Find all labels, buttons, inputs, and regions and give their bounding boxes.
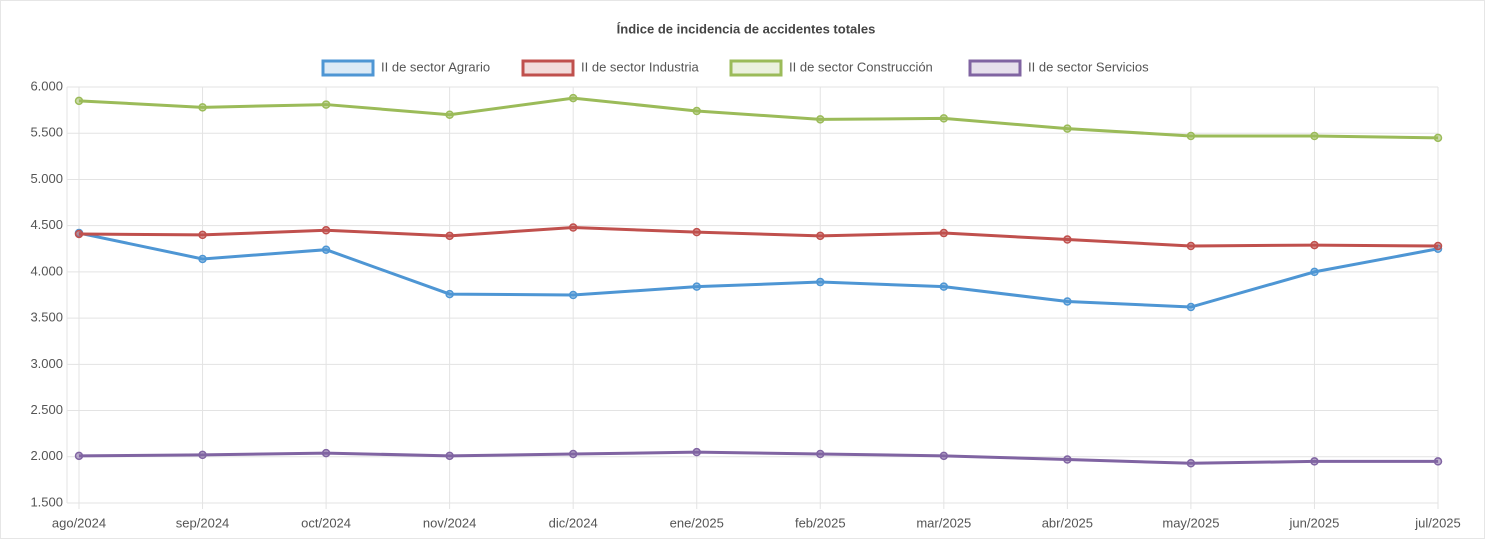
x-tick-label: feb/2025 [795,515,846,530]
legend-swatch [321,59,375,77]
data-point [939,228,949,238]
y-tick-label: 3.000 [30,356,63,371]
x-tick-label: oct/2024 [301,515,351,530]
y-tick-label: 4.000 [30,263,63,278]
x-tick-label: jun/2025 [1289,515,1340,530]
data-point [939,451,949,461]
data-point [445,110,454,119]
data-point [321,245,331,254]
y-tick-label: 3.500 [30,310,63,325]
data-point [692,447,701,457]
x-tick-label: sep/2024 [176,515,230,530]
x-tick-label: jul/2025 [1414,515,1461,530]
data-point [1310,131,1319,141]
data-point [198,103,207,112]
data-point [1433,133,1443,143]
data-point [198,230,207,240]
data-point [1310,240,1319,250]
data-point [568,93,578,103]
series-line [78,450,1438,465]
data-point [1186,458,1196,468]
data-point [1433,457,1443,466]
data-point [568,290,578,300]
x-tick-label: ago/2024 [52,515,106,530]
data-point [1186,302,1196,312]
data-point [568,223,578,232]
data-point [816,115,825,124]
data-point [1063,235,1072,244]
y-tick-label: 2.000 [30,448,63,463]
data-point [1063,297,1072,306]
data-point [445,289,454,299]
y-tick-label: 1.500 [30,494,63,509]
y-tick-label: 6.000 [30,78,63,93]
data-point [939,114,949,123]
series-line [78,231,1439,309]
data-point [1063,455,1072,464]
data-point [816,231,825,241]
data-point [1063,124,1072,133]
series-line [78,226,1439,248]
x-tick-label: nov/2024 [423,515,477,530]
data-point [1310,267,1319,277]
x-tick-label: ene/2025 [670,515,724,530]
legend-label: II de sector Servicios [1028,59,1149,74]
data-point [321,100,331,109]
data-point [74,96,84,106]
legend-label: II de sector Agrario [381,59,490,74]
data-point [198,450,207,460]
data-point [692,106,701,116]
y-tick-label: 5.000 [30,171,63,186]
data-point [198,254,207,264]
data-point [1186,131,1196,141]
data-point [321,448,331,458]
x-tick-label: may/2025 [1162,515,1219,530]
chart-title: Índice de incidencia de accidentes total… [617,21,876,36]
data-point [692,282,701,291]
x-tick-label: dic/2024 [549,515,598,530]
data-point [445,451,454,461]
data-point [816,277,825,287]
data-point [1310,457,1319,466]
y-tick-label: 2.500 [30,402,63,417]
data-point [816,449,825,459]
x-tick-label: mar/2025 [916,515,971,530]
legend-swatch [521,59,575,77]
data-point [692,227,701,237]
data-point [939,282,949,291]
data-point [445,231,454,241]
legend-swatch [968,59,1022,77]
data-point [1186,241,1196,251]
data-point [1433,241,1443,251]
series-line [78,96,1439,140]
y-tick-label: 5.500 [30,125,63,140]
legend-label: II de sector Construcción [789,59,933,74]
data-point [568,449,578,459]
legend-swatch [729,59,783,77]
data-point [74,451,84,461]
data-point [74,229,84,239]
data-point [321,226,331,235]
legend-label: II de sector Industria [581,59,700,74]
x-tick-label: abr/2025 [1042,515,1093,530]
y-tick-label: 4.500 [30,217,63,232]
